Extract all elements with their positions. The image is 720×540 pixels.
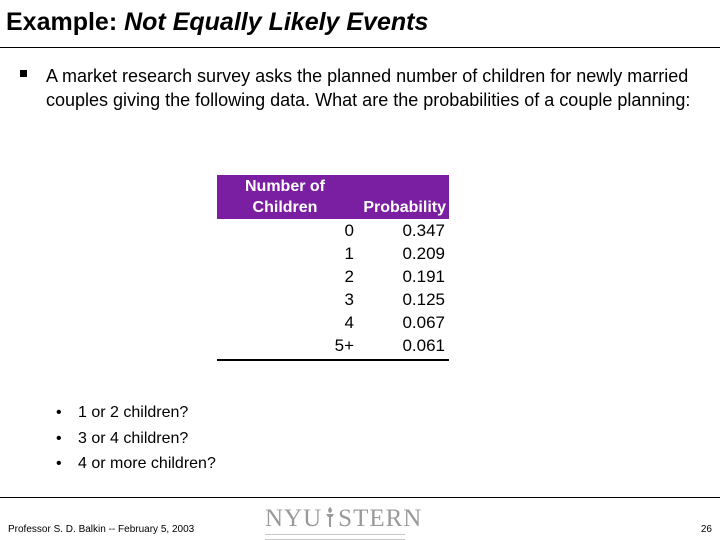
torch-icon xyxy=(326,507,335,527)
cell-children: 4 xyxy=(344,313,354,332)
logo-text-left: NYU xyxy=(265,505,323,532)
cell-probability: 0.191 xyxy=(402,267,445,286)
list-item: • 4 or more children? xyxy=(56,451,216,477)
bullet-dot-icon: • xyxy=(56,455,62,472)
header-children-line2: Children xyxy=(252,199,318,216)
question-list: • 1 or 2 children? • 3 or 4 children? • 4 o… xyxy=(56,400,216,477)
header-probability: Probability xyxy=(358,175,449,219)
cell-children: 3 xyxy=(344,290,354,309)
page-number: 26 xyxy=(700,524,712,535)
bullet-dot-icon: • xyxy=(56,429,62,447)
question-text: 3 or 4 children? xyxy=(78,429,189,447)
table-row: 5+ 0.061 xyxy=(217,334,449,361)
table-row: 4 0.067 xyxy=(217,311,449,334)
footer-author: Professor S. D. Balkin -- February 5, 20… xyxy=(8,524,195,535)
probability-table: Number of Children Probability 0 0.347 1… xyxy=(217,175,449,361)
cell-children: 2 xyxy=(344,267,354,286)
table-header-row: Number of Children Probability xyxy=(217,175,449,219)
intro-text: A market research survey asks the planne… xyxy=(46,66,691,110)
square-bullet-icon xyxy=(20,70,27,77)
footer-divider xyxy=(0,497,720,498)
bullet-dot-icon: • xyxy=(56,404,62,421)
cell-children: 5+ xyxy=(217,334,358,361)
header-number-of-children: Number of Children xyxy=(217,175,358,219)
cell-probability: 0.125 xyxy=(402,290,445,309)
title-divider xyxy=(0,47,720,48)
cell-children: 1 xyxy=(344,244,354,263)
question-text: 4 or more children? xyxy=(78,455,216,472)
list-item: • 3 or 4 children? xyxy=(56,426,216,452)
list-item: • 1 or 2 children? xyxy=(56,400,216,426)
cell-probability: 0.347 xyxy=(402,221,445,240)
cell-children: 0 xyxy=(344,221,354,240)
table-row: 1 0.209 xyxy=(217,242,449,265)
table-row: 0 0.347 xyxy=(217,219,449,242)
header-children-line1: Number of xyxy=(245,178,325,195)
cell-probability: 0.209 xyxy=(402,244,445,263)
title-prefix: Example: xyxy=(6,8,125,36)
slide-title: Example: Not Equally Likely Events xyxy=(6,8,428,37)
table-row: 3 0.125 xyxy=(217,288,449,311)
logo-text-right: STERN xyxy=(338,505,423,532)
logo-underline xyxy=(265,534,405,540)
question-text: 1 or 2 children? xyxy=(78,404,189,421)
cell-probability: 0.067 xyxy=(402,313,445,332)
title-emphasis: Not Equally Likely Events xyxy=(124,8,429,36)
cell-probability: 0.061 xyxy=(358,334,449,361)
logo-wordmark: NYU STERN xyxy=(265,505,422,533)
intro-bullet: A market research survey asks the planne… xyxy=(20,64,700,112)
nyu-stern-logo: NYU STERN xyxy=(265,505,421,540)
table-row: 2 0.191 xyxy=(217,265,449,288)
